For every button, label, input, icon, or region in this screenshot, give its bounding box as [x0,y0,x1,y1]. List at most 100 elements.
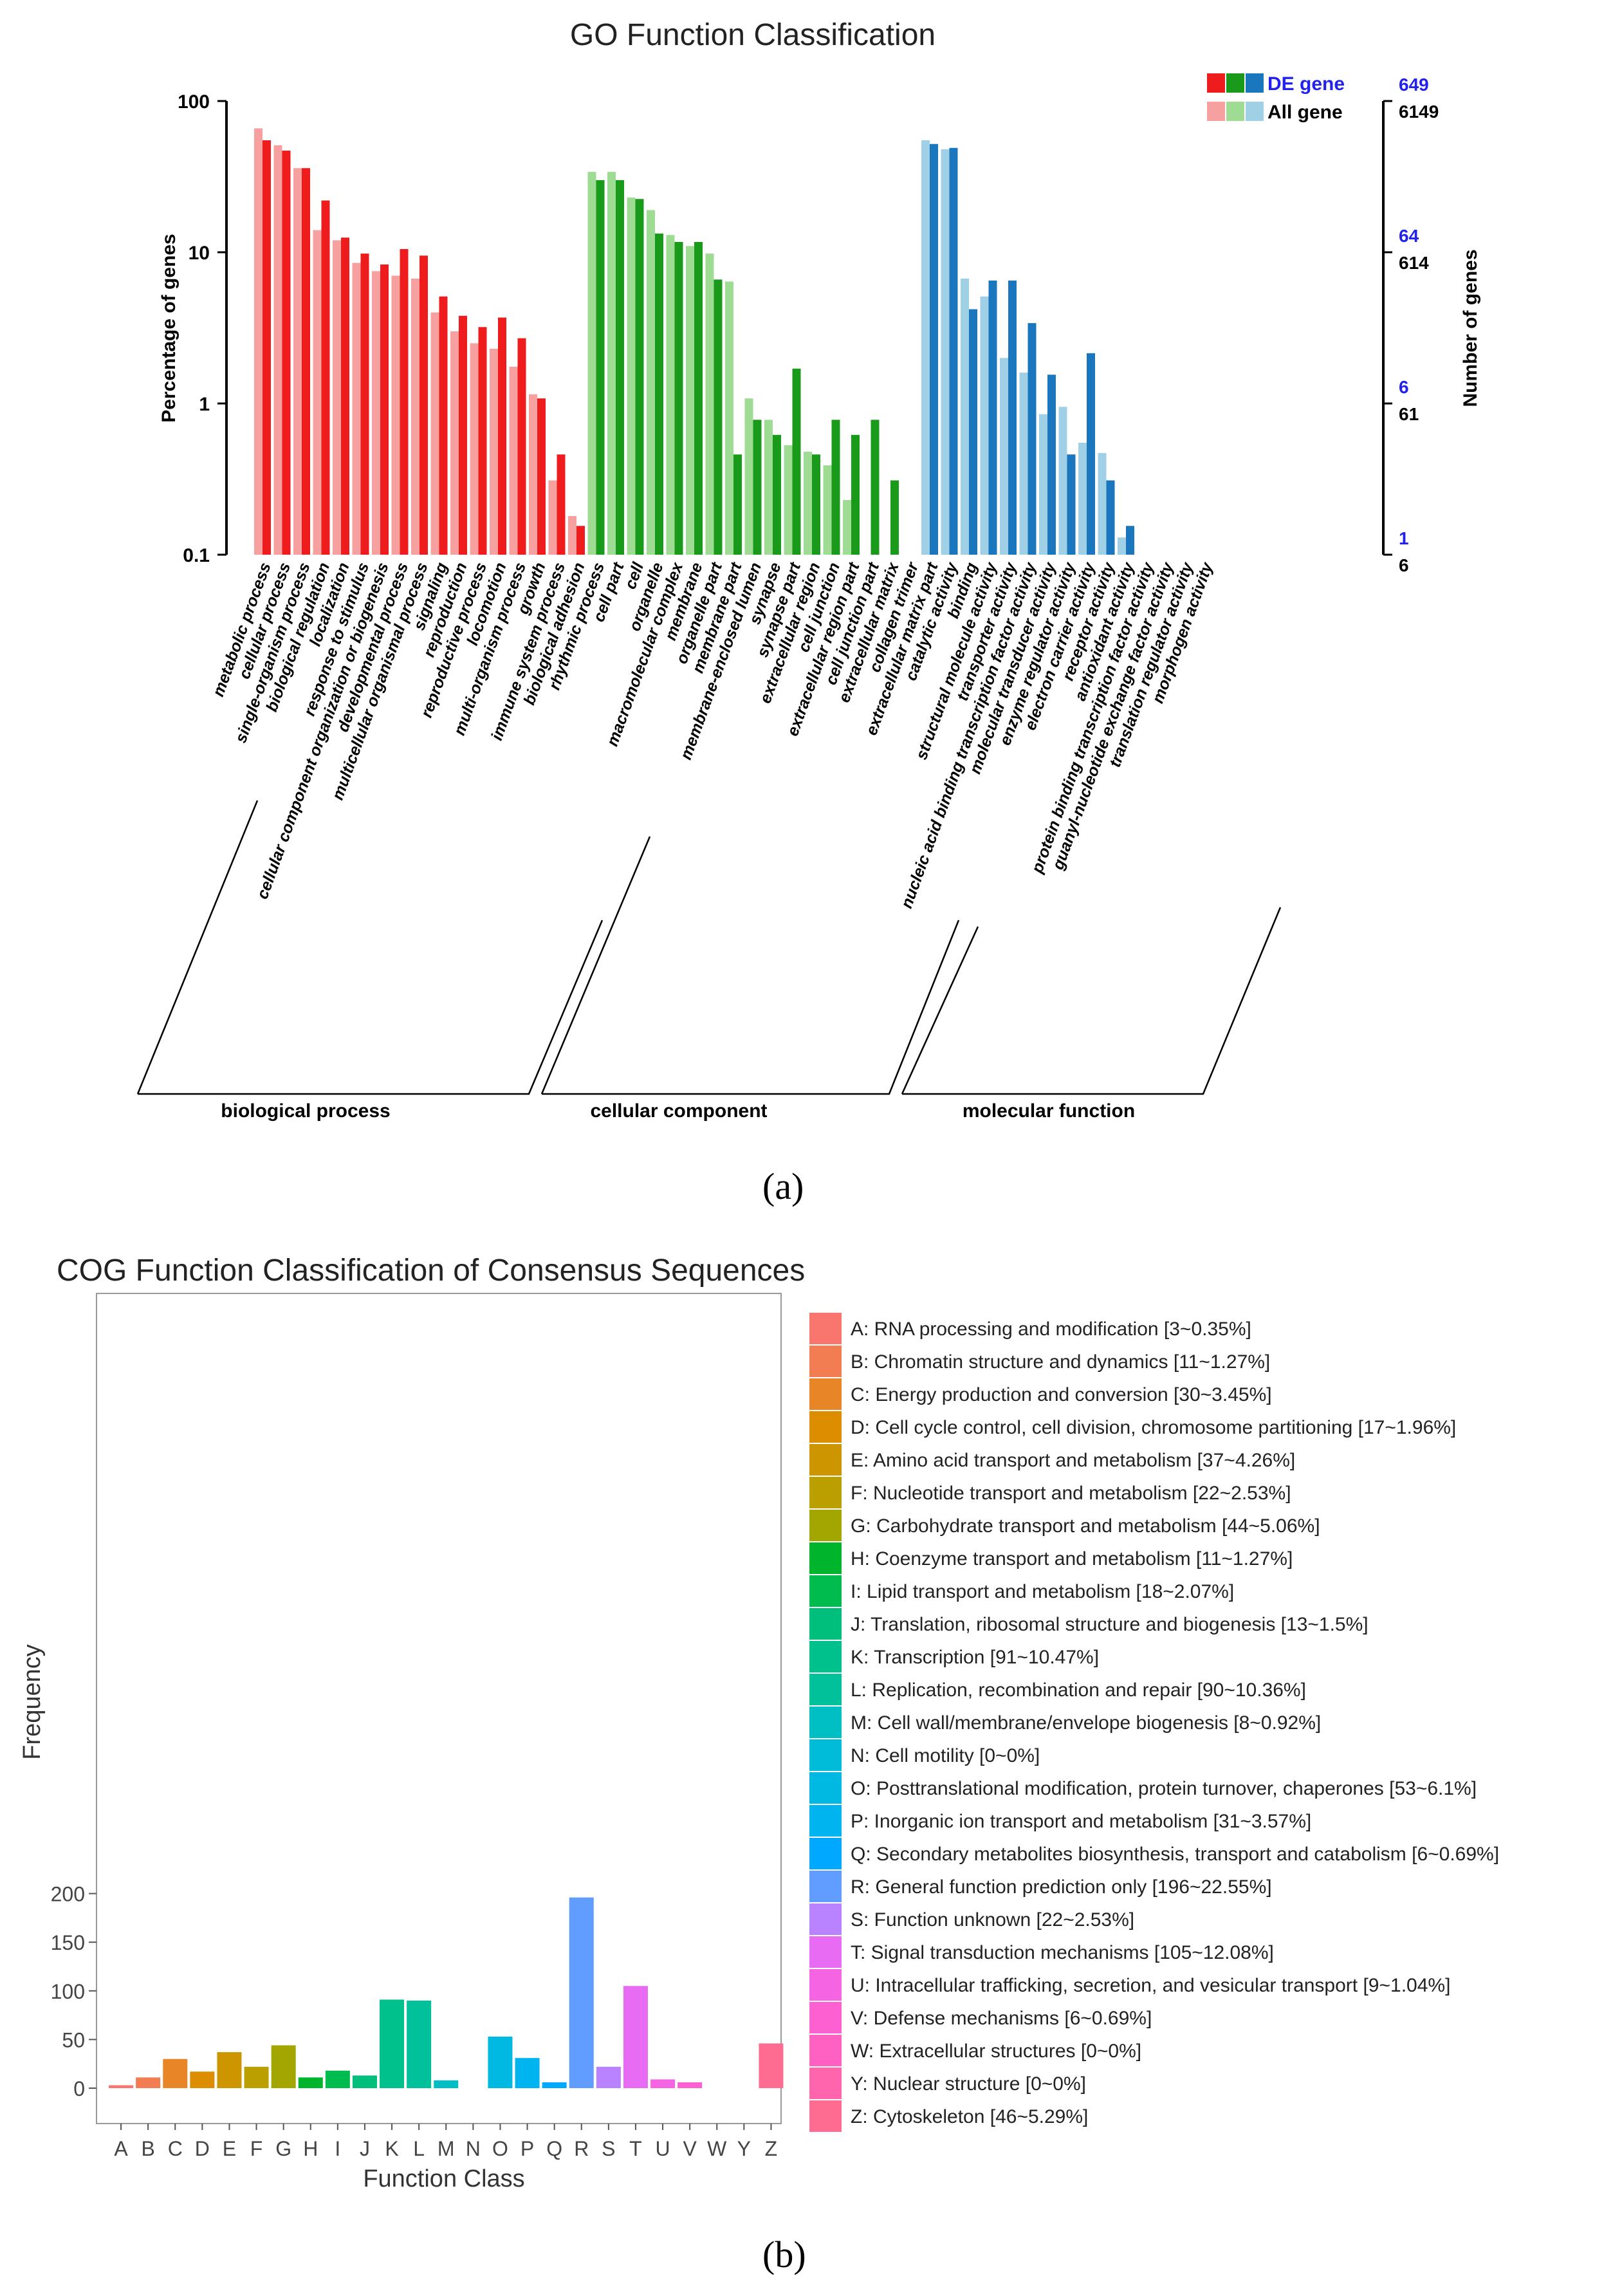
go-bar-de-organelle-part [714,279,723,555]
cog-bar-v [677,2082,703,2088]
go-bar-de-metabolic-process [263,140,271,555]
go-bar-all-cellular-process [273,145,282,555]
cog-x-tick-label: R [574,2137,589,2160]
cog-x-tick-label: A [114,2137,128,2160]
go-right-axis-label: Number of genes [1460,249,1481,407]
cog-data-layer: 0 50 100 150 200 A B C D E F G H I J K L M N O P Q R S T U V W Y Z A: … [51,1313,1499,2160]
go-right-tick-label-all: 6149 [1399,102,1439,122]
cog-legend-entry: A: RNA processing and modification [3~0.… [851,1319,1251,1340]
cog-x-tick-label: S [602,2137,615,2160]
go-bar-de-extracellular-region-part [851,434,860,555]
go-bar-all-transporter-activity [1000,358,1008,555]
go-bar-all-metabolic-process [254,128,263,555]
cog-bar-l [407,2000,432,2088]
cog-bar-e [217,2052,242,2088]
go-bar-all-signaling [430,312,439,555]
legend-swatch-de-green [1226,73,1244,93]
cog-legend-swatch [809,1444,842,1476]
go-bar-all-biological-regulation [313,230,322,555]
go-group-label: molecular function [963,1100,1135,1122]
go-bar-all-extracellular-matrix-part [921,140,930,555]
go-bar-all-developmental-process [391,275,400,555]
go-bar-all-organelle [647,210,655,555]
go-bar-all-macromolecular-complex [666,235,675,555]
go-left-axis-label: Percentage of genes [158,234,180,422]
go-bar-de-molecular-transducer-activity [1047,375,1056,555]
go-right-tick-label-all: 6 [1399,555,1409,575]
go-bar-de-extracellular-matrix [890,480,899,555]
go-right-tick-label-de: 1 [1399,528,1409,548]
go-bar-all-synapse [764,420,773,555]
cog-x-tick-label: L [413,2137,425,2160]
cog-y-axis-label: Frequency [19,1644,46,1760]
go-bar-de-synapse-part [792,368,801,555]
cog-legend-swatch [809,1575,842,1607]
go-bar-all-cellular-component-organization-or-biogenesis [372,271,380,555]
cog-legend-entry: J: Translation, ribosomal structure and … [851,1614,1369,1635]
cog-bar-c [163,2059,188,2088]
go-bar-de-enzyme-regulator-activity [1067,454,1076,555]
go-bar-de-cellular-process [282,151,291,555]
cog-bar-a [109,2085,134,2088]
cog-legend-entry: M: Cell wall/membrane/envelope biogenesi… [851,1712,1321,1734]
go-bar-all-electron-carrier-activity [1078,443,1087,555]
cog-chart: COG Function Classification of Consensus… [19,1254,805,2192]
cog-legend-entry: H: Coenzyme transport and metabolism [11… [851,1548,1293,1569]
go-bar-de-response-to-stimulus [360,254,369,555]
go-bar-de-synapse [773,434,781,555]
cog-legend-swatch [809,1608,842,1640]
cog-x-tick-label: J [360,2137,370,2160]
go-bar-all-cell [627,197,636,555]
go-bar-de-membrane-enclosed-lumen [753,420,762,555]
go-bar-all-immune-system-process [548,480,557,555]
go-bar-de-transporter-activity [1008,280,1017,555]
go-chart-title: GO Function Classification [570,18,935,52]
go-bar-de-antioxidant-activity [1126,526,1134,555]
cog-legend-entry: E: Amino acid transport and metabolism [… [851,1450,1295,1471]
cog-legend-swatch [809,1838,842,1869]
cog-bar-b [136,2077,161,2088]
go-bar-all-biological-adhesion [568,516,576,555]
cog-legend-entry: U: Intracellular trafficking, secretion,… [851,1975,1450,1996]
go-bar-de-reproduction [459,315,467,555]
cog-x-tick-label: D [195,2137,210,2160]
cog-bar-f [244,2066,269,2088]
cog-y-tick-label: 50 [62,2028,85,2051]
cog-legend-swatch [809,1674,842,1705]
cog-legend-swatch [809,1477,842,1508]
cog-legend-entry: S: Function unknown [22~2.53%] [851,1909,1134,1930]
go-right-tick-label-de: 649 [1399,75,1429,95]
cog-x-tick-label: N [466,2137,481,2160]
cog-bar-u [650,2079,676,2088]
cog-y-tick-label: 0 [73,2077,85,2100]
cog-legend-entry: Y: Nuclear structure [0~0%] [851,2073,1086,2095]
cog-legend-swatch [809,2002,842,2033]
cog-legend-swatch [809,2035,842,2066]
go-bar-de-immune-system-process [557,454,566,555]
go-bar-all-extracellular-region [804,451,812,555]
go-bar-de-binding [969,309,977,555]
cog-legend-swatch [809,1739,842,1771]
go-bar-all-response-to-stimulus [352,263,361,555]
cog-bar-q [542,2082,567,2088]
cog-legend-swatch [809,1510,842,1541]
cog-x-tick-label: O [492,2137,508,2160]
go-bar-de-cell-junction-part [871,420,880,555]
go-left-tick-label: 10 [189,243,210,264]
cog-legend-entry: W: Extracellular structures [0~0%] [851,2041,1141,2062]
cog-legend-swatch [809,2100,842,2132]
cog-bar-p [515,2058,540,2088]
go-bar-de-reproductive-process [478,327,487,555]
go-bar-de-single-organism-process [302,168,310,555]
cog-x-tick-label: T [629,2137,642,2160]
go-bar-de-multicellular-organismal-process [419,255,428,555]
go-right-tick-label-all: 614 [1399,253,1429,273]
cog-legend-swatch [809,1378,842,1410]
bracket-cellular-component [540,836,960,1095]
go-bar-de-localization [341,237,349,555]
legend-swatch-de-red [1207,73,1225,93]
cog-chart-title: COG Function Classification of Consensus… [57,1254,805,1288]
cog-legend-swatch [809,1707,842,1738]
figure-caption-b: (b) [762,2234,806,2275]
go-bar-de-cell [635,199,644,555]
